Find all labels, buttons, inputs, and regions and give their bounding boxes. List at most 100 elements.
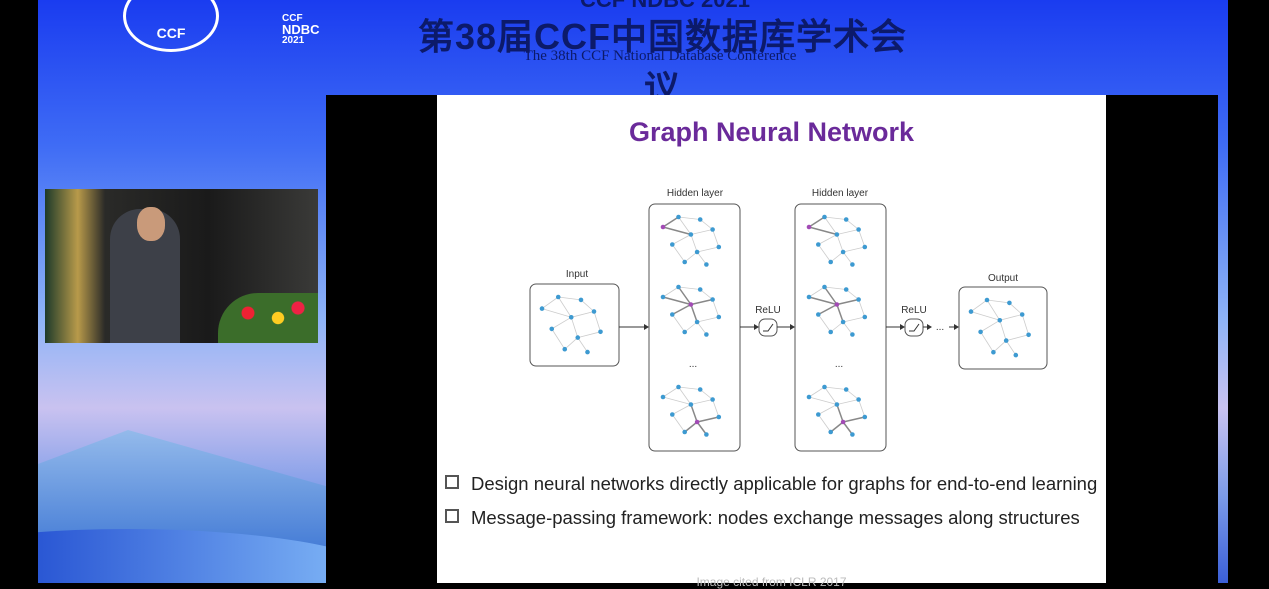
hidden2-graph-edge bbox=[836, 404, 844, 423]
bullet-text: Message-passing framework: nodes exchang… bbox=[471, 507, 1080, 528]
speaker-video bbox=[45, 189, 318, 343]
hidden2-graph-edge bbox=[824, 386, 838, 405]
hidden1-graph-edge bbox=[672, 234, 692, 245]
input-graph-node bbox=[598, 329, 603, 335]
hidden2-graph-edge bbox=[824, 386, 847, 390]
hidden2-graph-node bbox=[840, 319, 846, 325]
hidden2-graph-edge bbox=[817, 414, 832, 433]
output-graph-edge bbox=[986, 299, 1001, 321]
input-graph-node bbox=[562, 346, 568, 352]
hidden2-graph-edge bbox=[808, 216, 825, 228]
hidden1-graph-edge bbox=[678, 386, 701, 390]
hidden1-graph-edge bbox=[671, 414, 686, 433]
hidden2-graph-node bbox=[822, 384, 827, 390]
hidden1-graph-edge bbox=[712, 229, 720, 248]
hidden2-graph-edge bbox=[842, 416, 865, 423]
hidden1-graph-edge bbox=[671, 244, 686, 263]
hidden2-graph-edge bbox=[845, 219, 859, 230]
hidden2-graph-edge bbox=[817, 314, 832, 333]
hidden2-graph-node bbox=[862, 414, 868, 420]
input-box bbox=[529, 283, 620, 367]
hidden1-graph-edge bbox=[699, 289, 713, 300]
hidden1-graph-edge bbox=[684, 251, 698, 263]
hidden1-graph-edge bbox=[696, 251, 707, 265]
input-graph-node bbox=[549, 326, 555, 332]
hidden2-graph-edge bbox=[858, 399, 866, 418]
hidden1-graph-node bbox=[704, 432, 709, 437]
hidden1-graph-node bbox=[694, 319, 700, 325]
hidden1-graph-edge bbox=[696, 321, 707, 335]
hidden1-graph-node bbox=[716, 244, 722, 250]
hidden1-graph-edge bbox=[699, 389, 713, 400]
output-graph-node bbox=[1003, 338, 1009, 343]
hidden2-graph-node bbox=[834, 302, 840, 307]
hidden2-graph-edge bbox=[823, 286, 838, 305]
hidden2-graph-edge bbox=[817, 303, 838, 316]
ndbc-logo-line: 2021 bbox=[282, 35, 305, 46]
hidden2-graph-node bbox=[843, 387, 849, 392]
hidden2-graph-edge bbox=[808, 296, 838, 306]
hidden2-graph-edge bbox=[845, 389, 859, 400]
output-graph-node bbox=[1019, 312, 1025, 317]
hidden1-graph-node bbox=[660, 294, 666, 300]
hidden1-graph-edge bbox=[697, 316, 719, 323]
output-graph-edge bbox=[970, 299, 988, 312]
hidden2-graph-edge bbox=[808, 226, 838, 236]
hidden1-graph-node bbox=[704, 332, 709, 337]
input-graph-edge bbox=[564, 337, 579, 350]
hidden1-graph-node bbox=[704, 262, 709, 267]
relu-1-box bbox=[758, 318, 778, 337]
hidden2-graph-edge bbox=[824, 216, 838, 235]
hidden1-graph-node bbox=[694, 249, 700, 255]
relu-1-icon bbox=[763, 323, 774, 332]
output-graph-node bbox=[984, 297, 990, 303]
relu-1-label: ReLU bbox=[755, 305, 781, 316]
hidden2-graph-node bbox=[856, 227, 861, 232]
hidden1-graph-edge bbox=[690, 304, 698, 323]
hidden2-graph-node bbox=[843, 287, 849, 292]
hidden2-graph-edge bbox=[808, 396, 838, 405]
hidden2-graph-node bbox=[816, 312, 821, 317]
hidden2-graph-edge bbox=[818, 234, 838, 245]
output-graph-edge bbox=[993, 340, 1007, 353]
output-graph-edge bbox=[980, 331, 994, 353]
hidden1-graph-edge bbox=[697, 246, 719, 253]
input-graph-edge bbox=[570, 317, 579, 338]
output-graph-node bbox=[1026, 332, 1031, 338]
hidden1-graph-edge bbox=[712, 299, 720, 318]
hidden2-graph-node bbox=[822, 284, 827, 290]
hidden1-graph-node bbox=[688, 232, 694, 237]
hidden2-graph-node bbox=[828, 429, 833, 435]
hidden1-graph-node bbox=[660, 224, 666, 230]
hidden1-graph-node bbox=[676, 284, 681, 290]
hidden1-graph-node bbox=[710, 227, 715, 232]
output-graph-edge bbox=[999, 314, 1023, 321]
hidden1-graph-edge bbox=[690, 234, 698, 253]
hidden1-graph-node bbox=[660, 394, 666, 400]
output-graph-edge bbox=[1009, 302, 1023, 315]
checkbox-bullet-icon bbox=[445, 475, 459, 489]
input-graph-edge bbox=[577, 337, 588, 353]
output-graph-node bbox=[1007, 300, 1012, 306]
hidden2-graph-node bbox=[828, 329, 833, 335]
ellipsis-hidden-1: ... bbox=[689, 359, 697, 370]
hidden1-graph-edge bbox=[662, 296, 692, 306]
hidden1-graph-node bbox=[682, 329, 687, 335]
hidden1-graph-edge bbox=[662, 386, 679, 398]
hidden1-graph-edge bbox=[684, 321, 698, 333]
input-graph-node bbox=[591, 309, 597, 314]
hidden2-graph-node bbox=[806, 294, 812, 300]
hidden2-graph-edge bbox=[824, 216, 847, 220]
hidden1-graph-node bbox=[688, 302, 694, 307]
hidden2-graph-edge bbox=[830, 251, 844, 263]
hidden1-graph-edge bbox=[678, 386, 692, 405]
input-graph-node bbox=[539, 306, 545, 311]
ndbc-logo-line: NDBC bbox=[282, 22, 320, 37]
hidden1-graph-edge bbox=[662, 286, 679, 298]
input-graph-node bbox=[578, 297, 584, 303]
hidden1-graph-node bbox=[694, 419, 700, 425]
hidden-layer-2-label: Hidden layer bbox=[812, 188, 869, 199]
hidden1-graph-edge bbox=[677, 286, 692, 305]
output-graph-edge bbox=[980, 319, 1001, 333]
hidden2-graph-edge bbox=[830, 421, 844, 433]
